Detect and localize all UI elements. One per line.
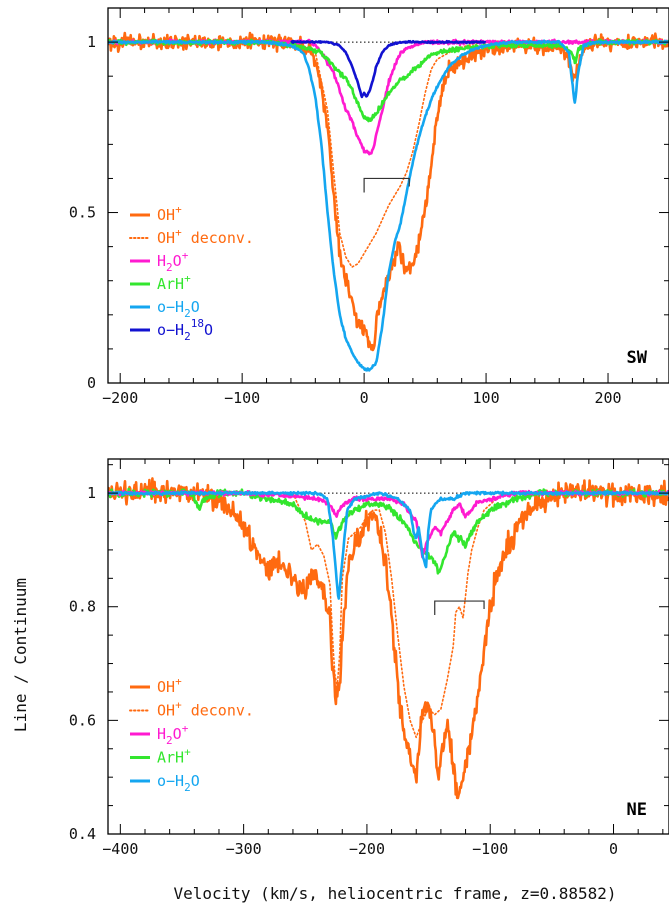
panel-label: SW — [627, 348, 648, 368]
legend-item-oh-deconv: OH+ deconv. — [129, 699, 254, 720]
legend-label: o−H218O — [157, 317, 213, 343]
legend-label: o−H2O — [157, 772, 200, 794]
series-arh — [108, 487, 669, 575]
legend-label: OH+ deconv. — [157, 699, 254, 720]
y-tick-label: 0.5 — [69, 204, 96, 222]
y-tick-label: 0.6 — [69, 711, 96, 729]
legend-label: OH+ — [157, 675, 182, 696]
x-tick-label: −300 — [226, 840, 262, 858]
series-o-h2o — [108, 39, 669, 372]
series-oh-deconv — [292, 492, 504, 739]
x-tick-label: −200 — [349, 840, 385, 858]
legend-item-oh: OH+ — [130, 675, 182, 696]
panel-sw: −200 −100 0 100 200 0 0.5 1 OH+OH+ deconv.H2O+Ar… — [69, 7, 669, 407]
x-tick-label: 0 — [609, 840, 618, 858]
legend-item-oh: OH+ — [130, 203, 182, 224]
legend-item-h2o: H2O+ — [130, 722, 189, 747]
series-h2o — [108, 38, 669, 156]
legend-item-o-h2o: o−H2O — [130, 298, 200, 320]
legend-item-h2o: H2O+ — [130, 249, 189, 274]
legend-label: OH+ — [157, 203, 182, 224]
legend-item-o-h2o: o−H2O — [130, 772, 200, 794]
panel-label: NE — [627, 800, 647, 820]
plot-frame — [107, 458, 669, 835]
series-group — [108, 31, 669, 372]
legend-item-arh: ArH+ — [130, 746, 191, 767]
x-tick-label: −100 — [224, 389, 260, 407]
y-tick-label: 0.8 — [69, 598, 96, 616]
legend: OH+ OH+ deconv.H2O+ArH+ o−H2O — [129, 675, 254, 794]
panel-ne: −400 −300 −200 −100 0 0.4 0.6 0.8 1 OH+ OH+ deconv… — [69, 458, 669, 858]
x-tick-label: 100 — [473, 389, 500, 407]
legend-label: ArH+ — [157, 746, 191, 767]
legend-label: OH+ deconv. — [157, 226, 254, 247]
legend-item-oh-deconv: OH+ deconv. — [129, 226, 254, 247]
series-o-h2-18o — [290, 39, 487, 99]
x-tick-label: 0 — [360, 389, 369, 407]
series-group — [108, 477, 669, 800]
y-tick-label: 0.4 — [69, 825, 96, 843]
x-tick-label: 200 — [594, 389, 621, 407]
component-bracket — [363, 177, 410, 193]
legend-label: o−H2O — [157, 298, 200, 320]
x-tick-label: −100 — [472, 840, 508, 858]
y-tick-label: 1 — [87, 484, 96, 502]
series-o-h2o — [108, 490, 669, 600]
x-tick-label: −200 — [102, 389, 138, 407]
y-axis-label: Line / Continuum — [11, 578, 30, 732]
legend-label: H2O+ — [157, 722, 189, 747]
series-oh-deconv — [290, 41, 487, 268]
legend-item-arh: ArH+ — [130, 272, 191, 293]
series-oh — [108, 477, 669, 800]
y-tick-label: 1 — [87, 33, 96, 51]
component-bracket — [434, 600, 485, 616]
legend-item-o-h2-18o: o−H218O — [130, 317, 213, 343]
legend-label: ArH+ — [157, 272, 191, 293]
x-axis-label: Velocity (km/s, heliocentric frame, z=0.… — [173, 884, 616, 903]
legend-label: H2O+ — [157, 249, 189, 274]
x-tick-label: −400 — [102, 840, 138, 858]
y-tick-label: 0 — [87, 374, 96, 392]
